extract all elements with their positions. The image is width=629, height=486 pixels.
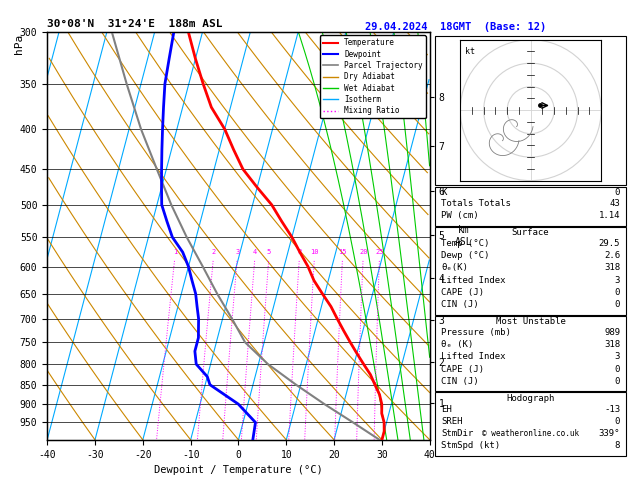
Text: 0: 0 bbox=[615, 364, 620, 374]
Text: 989: 989 bbox=[604, 328, 620, 337]
Text: 5: 5 bbox=[267, 249, 271, 255]
Text: 3: 3 bbox=[615, 276, 620, 285]
Text: 1: 1 bbox=[173, 249, 177, 255]
Text: Most Unstable: Most Unstable bbox=[496, 317, 565, 326]
Text: 0: 0 bbox=[615, 377, 620, 386]
Text: Surface: Surface bbox=[512, 228, 550, 237]
Text: 0: 0 bbox=[615, 288, 620, 297]
Text: CIN (J): CIN (J) bbox=[441, 300, 479, 309]
Bar bbox=[435, 316, 626, 391]
Text: 8: 8 bbox=[615, 441, 620, 451]
Text: 43: 43 bbox=[610, 199, 620, 208]
Legend: Temperature, Dewpoint, Parcel Trajectory, Dry Adiabat, Wet Adiabat, Isotherm, Mi: Temperature, Dewpoint, Parcel Trajectory… bbox=[320, 35, 426, 118]
Text: 318: 318 bbox=[604, 263, 620, 273]
Text: EH: EH bbox=[441, 405, 452, 414]
Bar bbox=[435, 393, 626, 456]
Text: 2.6: 2.6 bbox=[604, 251, 620, 260]
Text: Hodograph: Hodograph bbox=[506, 394, 555, 403]
Text: CIN (J): CIN (J) bbox=[441, 377, 479, 386]
Text: 15: 15 bbox=[338, 249, 347, 255]
Text: 20: 20 bbox=[359, 249, 367, 255]
Text: 3: 3 bbox=[615, 352, 620, 362]
Text: 1.14: 1.14 bbox=[599, 211, 620, 220]
Text: θₑ (K): θₑ (K) bbox=[441, 340, 474, 349]
Text: StmDir: StmDir bbox=[441, 429, 474, 438]
Text: 0: 0 bbox=[615, 188, 620, 197]
Text: 339°: 339° bbox=[599, 429, 620, 438]
Text: CAPE (J): CAPE (J) bbox=[441, 288, 484, 297]
Bar bbox=[435, 35, 626, 185]
Text: Temp (°C): Temp (°C) bbox=[441, 239, 489, 248]
Text: 3: 3 bbox=[235, 249, 240, 255]
Text: StmSpd (kt): StmSpd (kt) bbox=[441, 441, 500, 451]
Text: PW (cm): PW (cm) bbox=[441, 211, 479, 220]
Text: K: K bbox=[441, 188, 447, 197]
Text: 29.5: 29.5 bbox=[599, 239, 620, 248]
Text: 10: 10 bbox=[310, 249, 319, 255]
Text: 2: 2 bbox=[211, 249, 216, 255]
Text: 0: 0 bbox=[615, 300, 620, 309]
Bar bbox=[435, 187, 626, 226]
Text: θₑ(K): θₑ(K) bbox=[441, 263, 468, 273]
Text: 0: 0 bbox=[615, 417, 620, 426]
Y-axis label: hPa: hPa bbox=[14, 34, 25, 54]
Text: Mixing Ratio (g/kg): Mixing Ratio (g/kg) bbox=[471, 188, 480, 283]
Text: 4: 4 bbox=[253, 249, 257, 255]
X-axis label: Dewpoint / Temperature (°C): Dewpoint / Temperature (°C) bbox=[154, 465, 323, 475]
Text: 8: 8 bbox=[298, 249, 302, 255]
Text: Dewp (°C): Dewp (°C) bbox=[441, 251, 489, 260]
Y-axis label: km
ASL: km ASL bbox=[455, 225, 473, 246]
Text: 30°08'N  31°24'E  188m ASL: 30°08'N 31°24'E 188m ASL bbox=[47, 19, 223, 30]
Text: 29.04.2024  18GMT  (Base: 12): 29.04.2024 18GMT (Base: 12) bbox=[365, 22, 547, 32]
Bar bbox=[435, 227, 626, 314]
Text: Lifted Index: Lifted Index bbox=[441, 352, 506, 362]
Text: 25: 25 bbox=[376, 249, 384, 255]
Text: -13: -13 bbox=[604, 405, 620, 414]
Text: © weatheronline.co.uk: © weatheronline.co.uk bbox=[482, 429, 579, 438]
Text: 318: 318 bbox=[604, 340, 620, 349]
Text: Pressure (mb): Pressure (mb) bbox=[441, 328, 511, 337]
Text: Totals Totals: Totals Totals bbox=[441, 199, 511, 208]
Text: SREH: SREH bbox=[441, 417, 463, 426]
Text: Lifted Index: Lifted Index bbox=[441, 276, 506, 285]
Text: CAPE (J): CAPE (J) bbox=[441, 364, 484, 374]
